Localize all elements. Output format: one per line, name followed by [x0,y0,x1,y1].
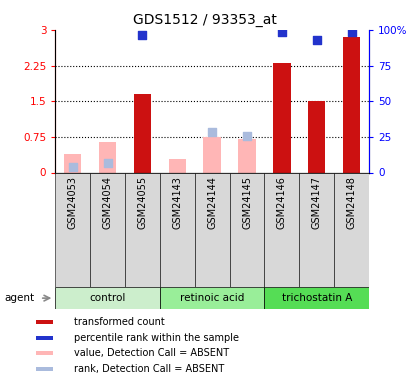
Bar [160,287,264,309]
Text: GSM24147: GSM24147 [311,176,321,229]
Bar [160,172,194,287]
Text: trichostatin A: trichostatin A [281,293,351,303]
Bar [125,172,160,287]
Bar [133,94,151,172]
Bar [168,159,186,172]
Text: transformed count: transformed count [74,317,165,327]
Bar [238,139,255,172]
Bar [264,287,368,309]
Text: GSM24146: GSM24146 [276,176,286,229]
Point [348,29,354,35]
Bar [99,142,116,172]
Text: GSM24144: GSM24144 [207,176,217,229]
Point [278,29,285,35]
Text: control: control [89,293,126,303]
Text: GSM24143: GSM24143 [172,176,182,229]
Bar [307,101,325,172]
Point [104,160,110,166]
Text: GSM24054: GSM24054 [102,176,112,229]
Bar [90,172,125,287]
Text: GSM24055: GSM24055 [137,176,147,229]
Bar [36,351,53,355]
Bar [264,172,299,287]
Point [70,164,76,170]
Bar [203,137,220,172]
Bar [55,287,160,309]
Bar [272,63,290,173]
Bar [229,172,264,287]
Text: GSM24053: GSM24053 [67,176,78,229]
Bar [36,336,53,340]
Text: GSM24148: GSM24148 [346,176,356,229]
Text: agent: agent [4,293,34,303]
Bar [36,367,53,371]
Bar [333,172,368,287]
Text: retinoic acid: retinoic acid [180,293,244,303]
Text: GSM24145: GSM24145 [241,176,252,229]
Point [208,129,215,135]
Text: GDS1512 / 93353_at: GDS1512 / 93353_at [133,13,276,27]
Bar [55,172,90,287]
Bar [64,153,81,173]
Bar [342,37,360,172]
Bar [36,320,53,324]
Text: value, Detection Call = ABSENT: value, Detection Call = ABSENT [74,348,229,358]
Text: rank, Detection Call = ABSENT: rank, Detection Call = ABSENT [74,364,224,374]
Point [313,36,319,42]
Text: percentile rank within the sample: percentile rank within the sample [74,333,239,343]
Bar [299,172,333,287]
Point [139,32,146,38]
Point [243,133,249,139]
Bar [194,172,229,287]
